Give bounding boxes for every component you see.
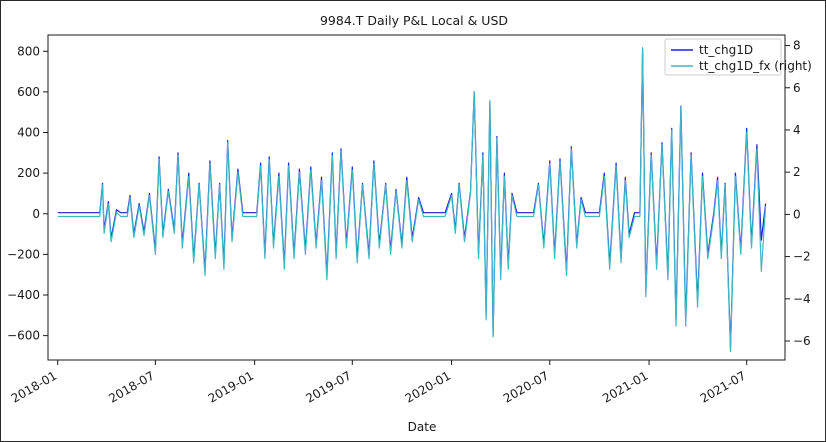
- right-y-axis: 8 6 4 2 0 −2 −4 −6: [785, 39, 811, 348]
- y2-tick-label: 8: [793, 39, 801, 53]
- y-tick-label: −400: [7, 288, 40, 302]
- legend-box: [664, 38, 782, 76]
- y-tick-label: 600: [17, 85, 40, 99]
- y2-tick-label: 6: [793, 81, 801, 95]
- y2-tick-label: −4: [793, 292, 811, 306]
- y2-tick-label: −6: [793, 334, 811, 348]
- x-axis: 2018-01 2018-07 2019-01 2019-07 2020-01 2020-…: [9, 360, 748, 406]
- x-tick-label: 2019-07: [303, 368, 353, 405]
- series-line-tt-chg1d-fx: [57, 47, 767, 353]
- x-tick-label: 2018-01: [9, 368, 59, 405]
- y-tick-label: −600: [7, 329, 40, 343]
- y-tick-label: 400: [17, 126, 40, 140]
- y-tick-label: −200: [7, 247, 40, 261]
- y2-tick-label: −2: [793, 250, 811, 264]
- x-tick-label: 2018-07: [106, 368, 156, 405]
- y2-tick-label: 2: [793, 165, 801, 179]
- plot-area-border: [47, 34, 786, 361]
- x-tick-label: 2019-01: [206, 368, 256, 405]
- x-axis-label: Date: [408, 420, 437, 434]
- x-tick-label: 2020-07: [501, 368, 551, 405]
- x-tick-label: 2021-01: [600, 368, 650, 405]
- left-y-axis: 800 600 400 200 0 −200 −400 −600: [7, 44, 48, 343]
- chart-title: 9984.T Daily P&L Local & USD: [320, 13, 508, 28]
- x-tick-label: 2021-07: [698, 368, 748, 405]
- y-tick-label: 200: [17, 166, 40, 180]
- y2-tick-label: 0: [793, 207, 801, 221]
- x-tick-label: 2020-01: [403, 368, 453, 405]
- y2-tick-label: 4: [793, 123, 801, 137]
- legend: tt_chg1D tt_chg1D_fx (right): [664, 38, 812, 76]
- legend-label-tt-chg1d-fx: tt_chg1D_fx (right): [699, 59, 812, 73]
- y-tick-label: 800: [17, 44, 40, 58]
- y-tick-label: 0: [32, 207, 40, 221]
- series-layer: [57, 47, 767, 353]
- legend-label-tt-chg1d: tt_chg1D: [699, 43, 753, 57]
